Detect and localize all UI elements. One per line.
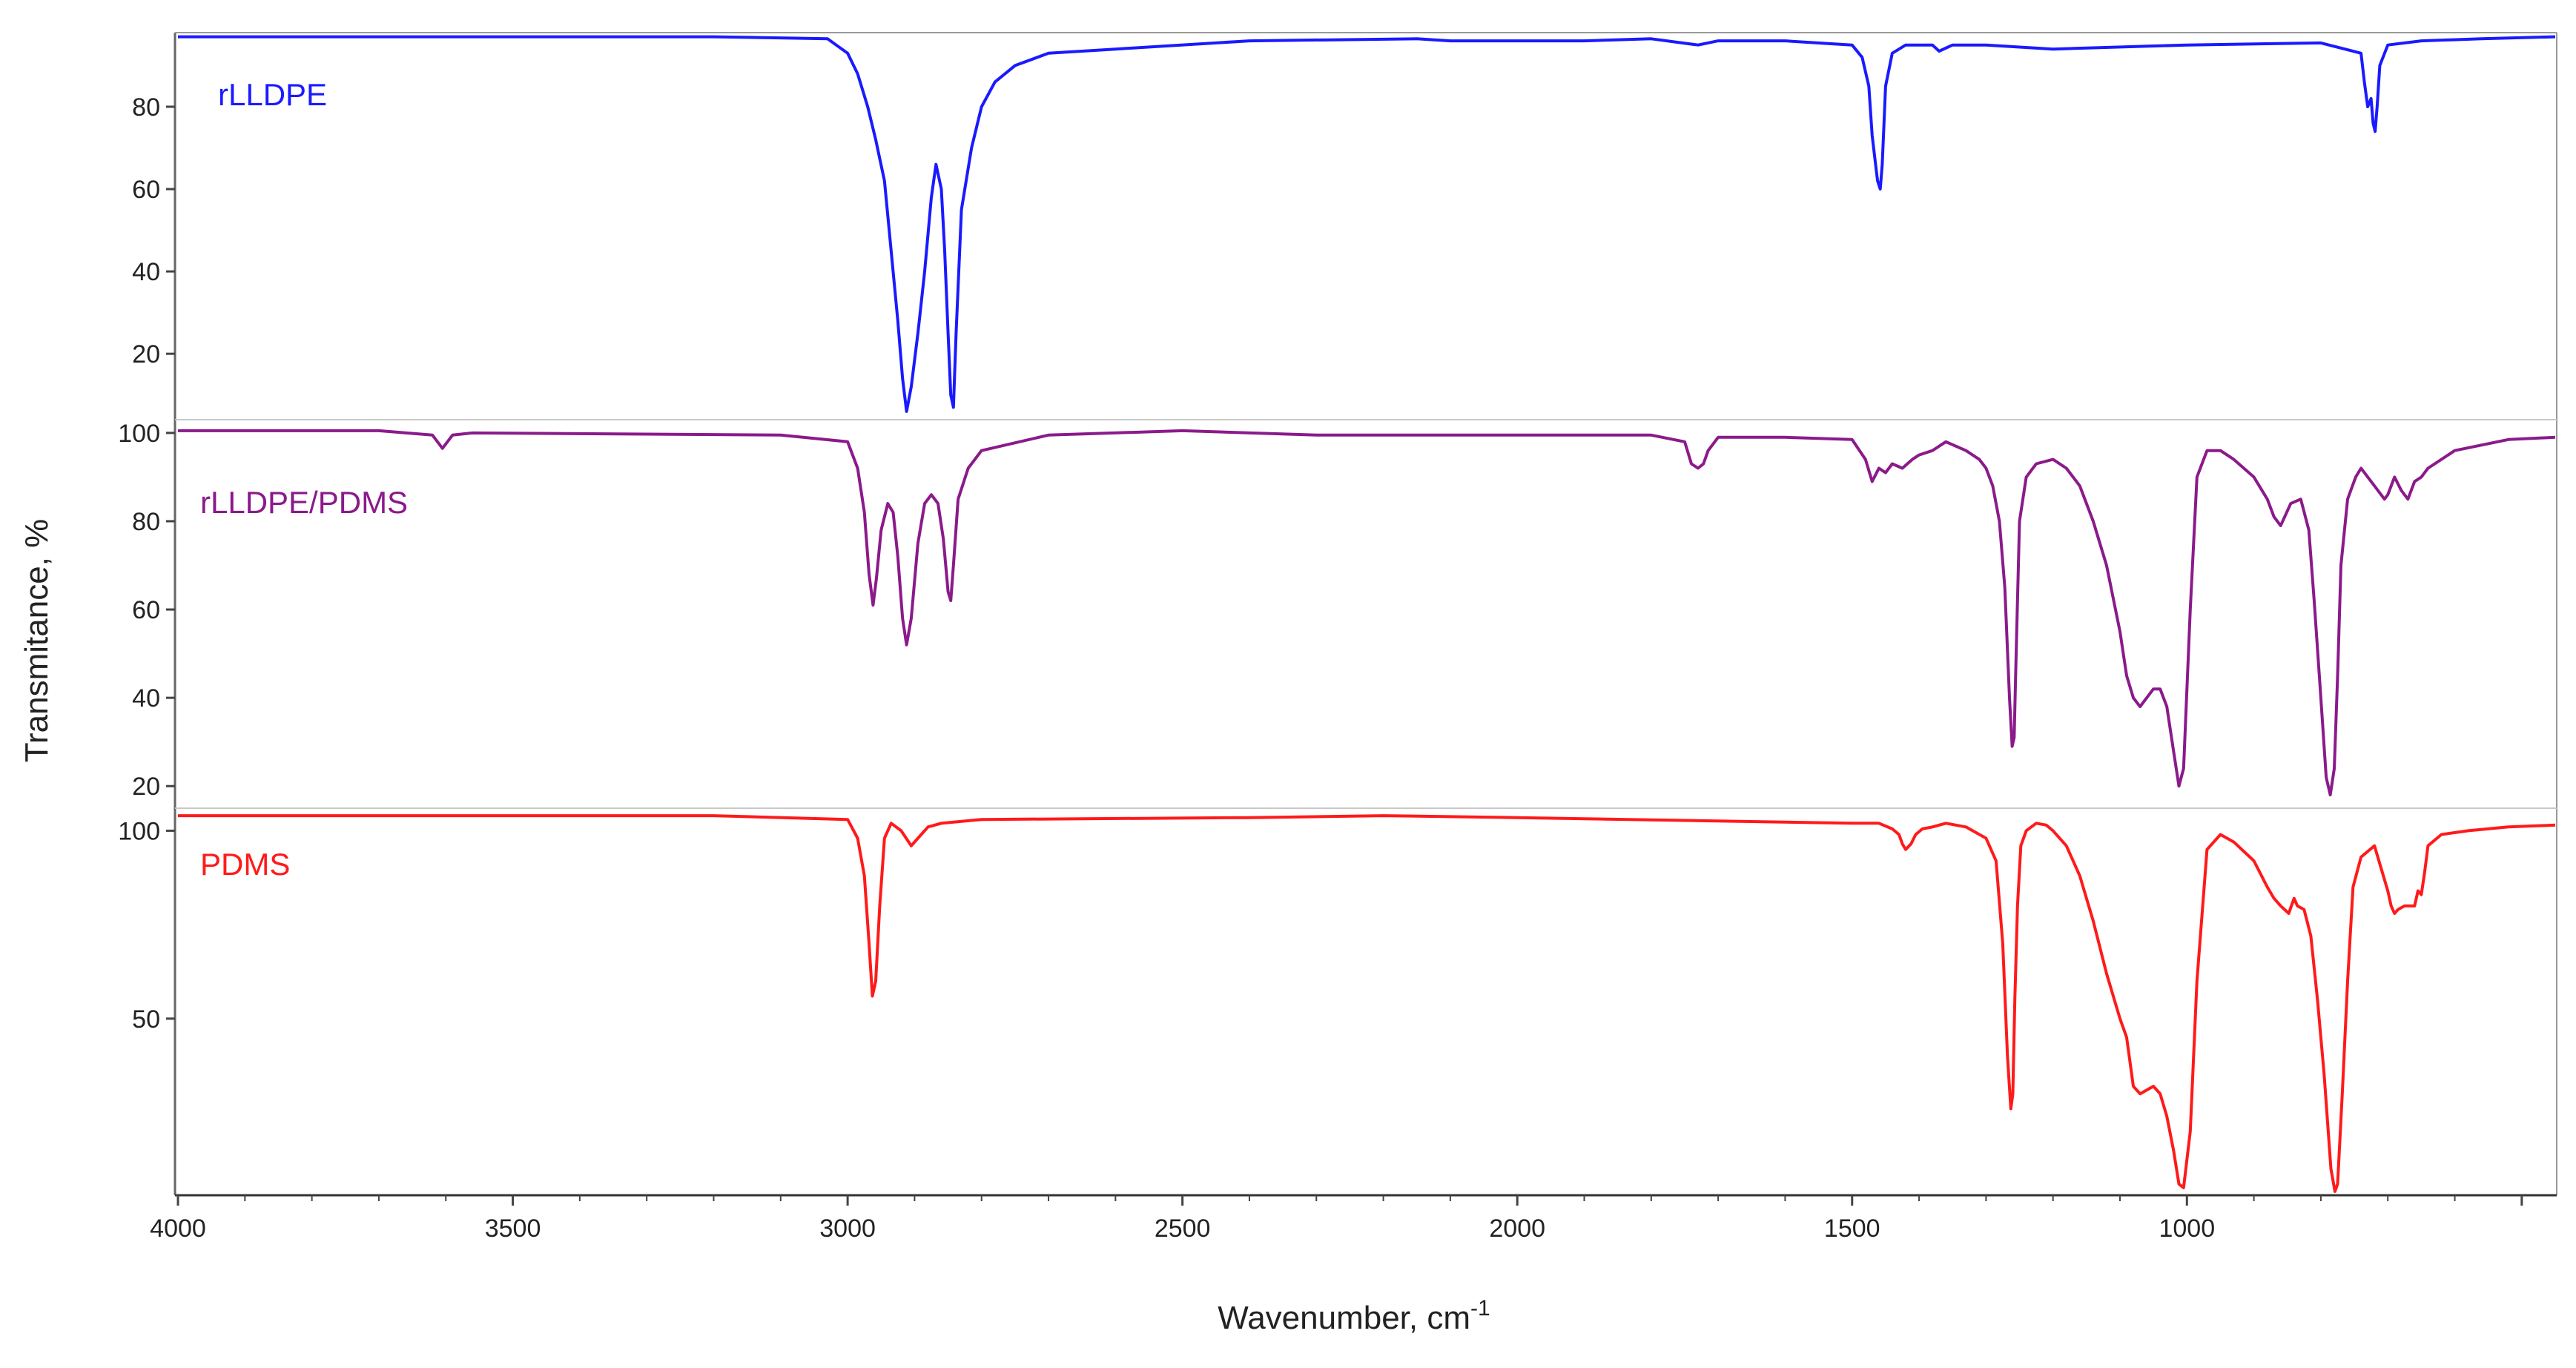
y-tick-label: 100 xyxy=(118,420,160,448)
y-tick-label: 80 xyxy=(132,93,160,122)
y-tick-label: 60 xyxy=(132,596,160,624)
series-label-pdms: PDMS xyxy=(200,847,290,882)
x-tick-label: 1000 xyxy=(2159,1215,2215,1243)
ticks-layer: 20 40 60 80 20 40 60 80 100 50 100 4000 3500 3000 2500… xyxy=(118,93,2523,1243)
spectra-layer xyxy=(178,35,2556,1193)
x-axis-title: Wavenumber, cm-1 xyxy=(1218,1296,1490,1336)
y-tick-label: 40 xyxy=(132,684,160,713)
y-tick-label: 50 xyxy=(132,1005,160,1034)
series-label-rllDPE: rLLDPE xyxy=(218,77,327,112)
spectrum-line-2 xyxy=(178,429,2556,797)
y-axis-title: Transmitance, % xyxy=(19,519,55,762)
y-tick-label: 100 xyxy=(118,817,160,845)
x-tick-label: 3500 xyxy=(485,1215,541,1243)
series-label-rllDPE-pdms: rLLDPE/PDMS xyxy=(200,485,408,520)
spectrum-line-3 xyxy=(178,814,2556,1193)
x-axis-title-text: Wavenumber, cm xyxy=(1218,1300,1470,1336)
y-tick-label: 40 xyxy=(132,258,160,286)
x-tick-label: 4000 xyxy=(150,1215,206,1243)
y-tick-label: 20 xyxy=(132,773,160,801)
x-axis-title-superscript: -1 xyxy=(1470,1296,1490,1321)
y-tick-label: 60 xyxy=(132,176,160,204)
x-tick-label: 2000 xyxy=(1489,1215,1545,1243)
y-tick-label: 80 xyxy=(132,508,160,536)
y-tick-label: 20 xyxy=(132,340,160,369)
spectrum-line-1 xyxy=(178,35,2556,413)
x-tick-label: 2500 xyxy=(1155,1215,1211,1243)
x-tick-label: 3000 xyxy=(819,1215,876,1243)
x-tick-label: 1500 xyxy=(1824,1215,1880,1243)
